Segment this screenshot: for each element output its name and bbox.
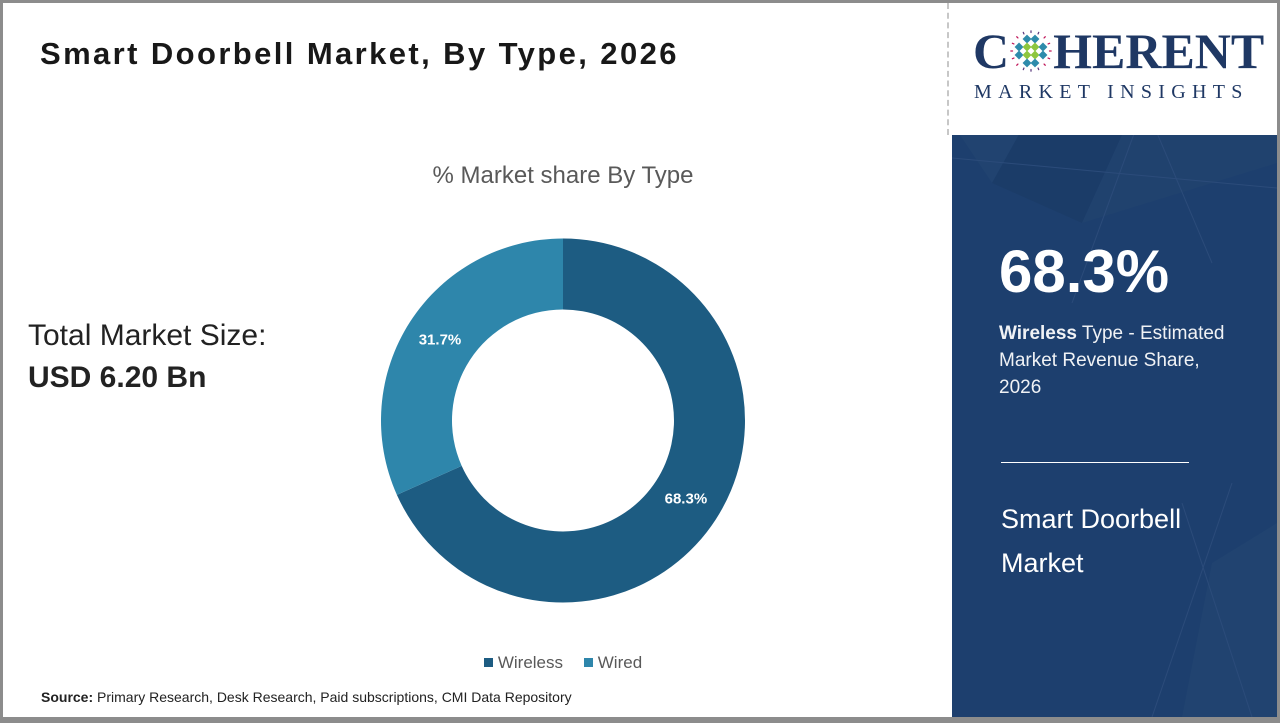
svg-text:31.7%: 31.7% <box>419 332 462 349</box>
svg-text:68.3%: 68.3% <box>665 491 708 508</box>
